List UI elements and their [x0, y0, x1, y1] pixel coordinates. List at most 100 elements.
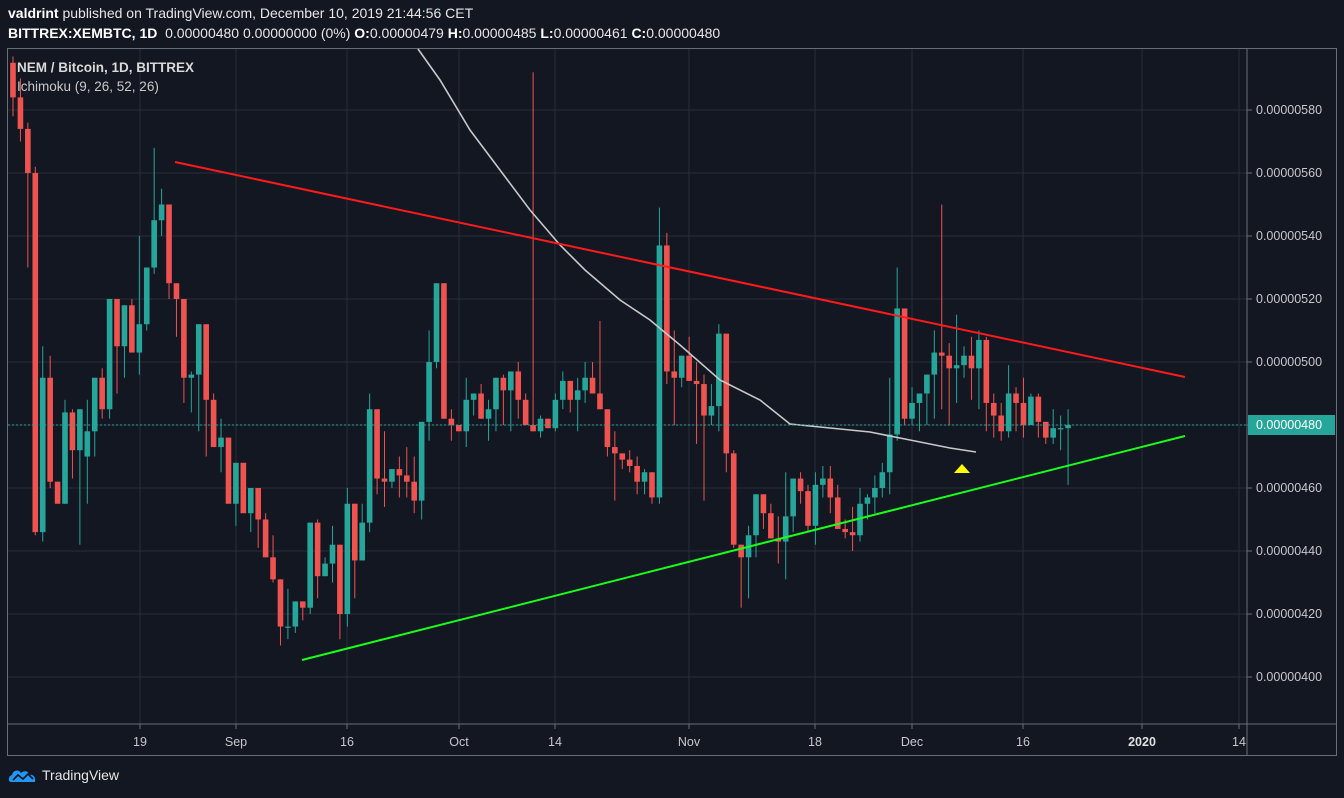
candle-body: [285, 626, 291, 628]
candle-body: [463, 399, 470, 432]
candle-body: [983, 339, 990, 403]
candle-body: [589, 377, 596, 394]
candle-body: [299, 601, 306, 608]
price-label: 0.00000440: [1256, 544, 1323, 558]
candle-body: [597, 393, 603, 410]
candle-body: [418, 421, 425, 501]
publish-text: published on TradingView.com, December 1…: [58, 5, 474, 21]
candle-body: [143, 267, 150, 325]
price-label: 0.00000560: [1256, 166, 1323, 180]
candle-body: [790, 478, 796, 517]
candle-body: [656, 245, 663, 498]
price-label: 0.00000500: [1256, 355, 1323, 369]
author-name[interactable]: valdrint: [8, 5, 59, 21]
candle-body: [901, 308, 908, 419]
candle-body: [203, 324, 209, 400]
candle-body: [1013, 393, 1019, 403]
ichimoku-line: [417, 48, 977, 453]
time-label: Sep: [224, 735, 248, 749]
candle-body: [114, 299, 120, 347]
candle-body: [508, 371, 514, 391]
indicator-legend[interactable]: Ichimoku (9, 26, 52, 26): [17, 79, 159, 94]
candle-body: [322, 563, 328, 577]
price-label: 0.00000400: [1256, 670, 1323, 684]
candle-body: [760, 494, 767, 514]
candle-body: [158, 204, 165, 221]
price-label: 0.00000460: [1256, 481, 1323, 495]
candle-body: [582, 377, 588, 391]
candle-body: [604, 409, 611, 448]
candle-body: [129, 305, 135, 353]
candle-body: [470, 393, 477, 400]
candle-body: [314, 522, 321, 577]
candle-body: [25, 128, 31, 173]
candle-body: [894, 308, 900, 435]
candle-body: [1005, 393, 1012, 432]
price-label: 0.00000420: [1256, 607, 1323, 621]
candle-body: [708, 406, 715, 416]
candle-body: [649, 472, 655, 498]
candle-body: [181, 299, 187, 378]
candle-body: [1028, 396, 1034, 425]
candle-body: [820, 478, 826, 485]
candle-body: [976, 339, 982, 369]
candle-body: [195, 324, 202, 375]
candle-body: [77, 409, 83, 451]
resistance-trendline: [174, 161, 1186, 378]
time-label: 2020: [1128, 735, 1156, 749]
candle-body: [225, 437, 232, 504]
candle-body: [106, 299, 113, 410]
candle-body: [671, 371, 678, 378]
candle-body: [396, 469, 403, 476]
candle-body: [374, 409, 380, 479]
close-label: C:: [631, 25, 647, 41]
candle-body: [716, 333, 722, 407]
candle-body: [337, 544, 343, 614]
price-label: 0.00000520: [1256, 292, 1323, 306]
candle-body: [626, 459, 633, 466]
candle-body: [1057, 428, 1064, 430]
candle-body: [574, 390, 581, 400]
candle-body: [738, 544, 744, 558]
axis-ticks: [139, 109, 1252, 729]
candle-body: [961, 355, 967, 366]
candle-body: [426, 362, 432, 422]
candle-body: [1042, 421, 1049, 438]
time-label: 14: [1232, 735, 1246, 749]
candle-body: [173, 283, 180, 299]
candle-body: [91, 377, 98, 432]
candle-body: [805, 491, 811, 526]
candle-body: [351, 503, 358, 561]
last-price: 0.00000480: [165, 25, 240, 41]
candle-body: [69, 412, 76, 451]
candle-body: [366, 409, 373, 523]
candle-body: [39, 377, 46, 533]
candle-body: [968, 355, 975, 369]
candle-body: [560, 380, 566, 400]
candle-body: [136, 324, 143, 353]
candle-body: [1050, 428, 1056, 438]
candle-body: [916, 393, 923, 403]
candle-body: [886, 434, 893, 473]
candle-body: [686, 355, 692, 381]
candle-body: [567, 380, 574, 400]
candle-body: [797, 478, 804, 492]
candle-body: [1020, 402, 1027, 425]
candle-body: [619, 453, 626, 460]
tradingview-logo[interactable]: TradingView: [8, 767, 119, 783]
tradingview-cloud-icon: [8, 770, 36, 782]
candle-body: [664, 245, 670, 372]
candle-body: [433, 283, 440, 362]
candle-body: [924, 374, 930, 394]
time-label: 14: [548, 735, 562, 749]
candle-body: [842, 528, 848, 533]
candle-body: [634, 465, 640, 482]
candle-body: [857, 503, 863, 536]
candle-body: [389, 469, 395, 482]
candle-body: [307, 522, 313, 608]
candle-body: [641, 472, 648, 482]
time-label: Nov: [677, 735, 701, 749]
time-label: Oct: [449, 735, 469, 749]
candle-body: [277, 579, 284, 627]
